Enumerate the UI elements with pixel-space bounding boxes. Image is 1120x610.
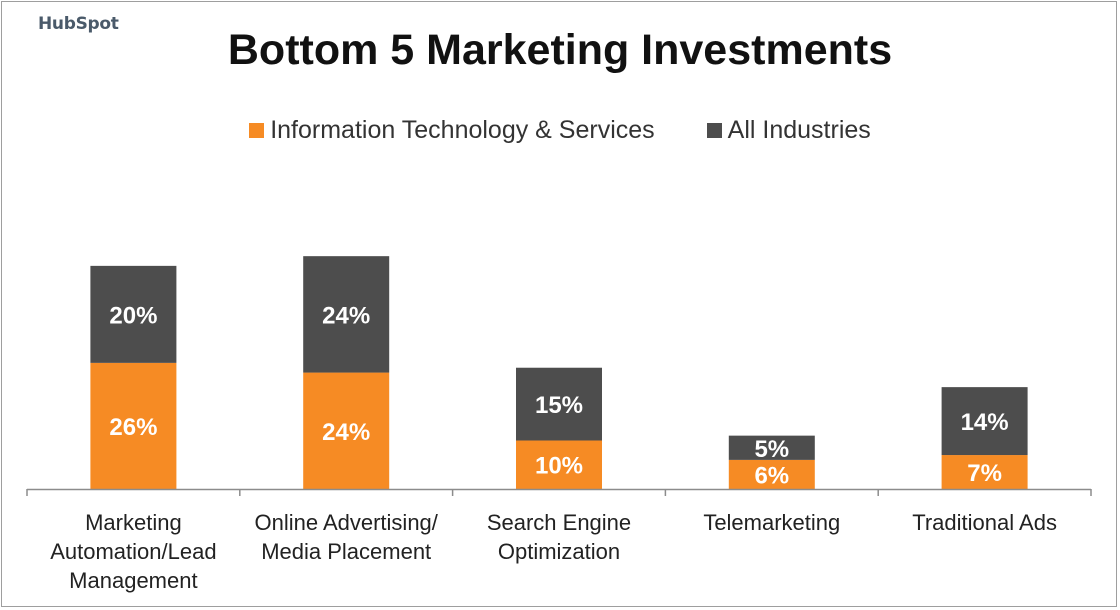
category-label-4: Traditional Ads	[879, 508, 1091, 537]
data-label-all-industries-1: 24%	[322, 302, 370, 329]
legend-item-it-services: Information Technology & Services	[249, 115, 655, 145]
legend-item-all-industries: All Industries	[706, 115, 871, 145]
bar-all-industries-0	[90, 265, 177, 363]
category-label-line: Traditional Ads	[912, 510, 1057, 535]
category-label-line: Management	[69, 568, 198, 593]
category-label-1: Online Advertising/Media Placement	[240, 508, 452, 566]
bar-all-industries-4	[941, 387, 1028, 456]
bar-all-industries-1	[303, 256, 390, 373]
category-label-line: Search Engine	[486, 510, 632, 535]
data-label-all-industries-4: 14%	[961, 409, 1009, 436]
bar-it-services-4	[941, 455, 1028, 489]
hubspot-logo: HubSpot	[38, 14, 119, 34]
legend-label-all-industries: All Industries	[727, 115, 871, 144]
legend-swatch-all-industries	[706, 122, 722, 138]
data-label-it-services-3: 6%	[754, 462, 789, 489]
legend-swatch-it-services	[249, 122, 265, 138]
data-label-it-services-0: 26%	[109, 414, 157, 441]
category-label-line: Media Placement	[261, 539, 432, 564]
category-label-3: Telemarketing	[666, 508, 878, 537]
data-label-it-services-2: 10%	[535, 453, 583, 480]
category-label-0: Marketing Automation/Lead Management	[27, 508, 239, 595]
category-label-line: Optimization	[497, 539, 621, 564]
bar-it-services-2	[516, 440, 602, 489]
data-label-all-industries-0: 20%	[109, 302, 157, 329]
category-label-2: Search Engine Optimization	[453, 508, 665, 566]
data-label-it-services-1: 24%	[322, 419, 370, 446]
category-label-line: Telemarketing	[703, 510, 841, 535]
bar-all-industries-3	[728, 435, 815, 460]
chart-legend: Information Technology & Services All In…	[0, 113, 1120, 147]
category-label-line: Marketing	[85, 510, 182, 535]
legend-label-it-services: Information Technology & Services	[270, 115, 655, 144]
category-label-line: Automation/Lead	[50, 539, 217, 564]
category-label-line: Online Advertising/	[254, 510, 438, 535]
bar-it-services-3	[728, 459, 815, 489]
chart-title: Bottom 5 Marketing Investments	[227, 26, 893, 74]
data-label-it-services-4: 7%	[967, 460, 1002, 487]
data-label-all-industries-2: 15%	[535, 392, 583, 419]
bar-all-industries-2	[516, 367, 602, 441]
bar-it-services-1	[303, 372, 390, 489]
data-label-all-industries-3: 5%	[754, 436, 789, 463]
bar-it-services-0	[90, 362, 177, 489]
